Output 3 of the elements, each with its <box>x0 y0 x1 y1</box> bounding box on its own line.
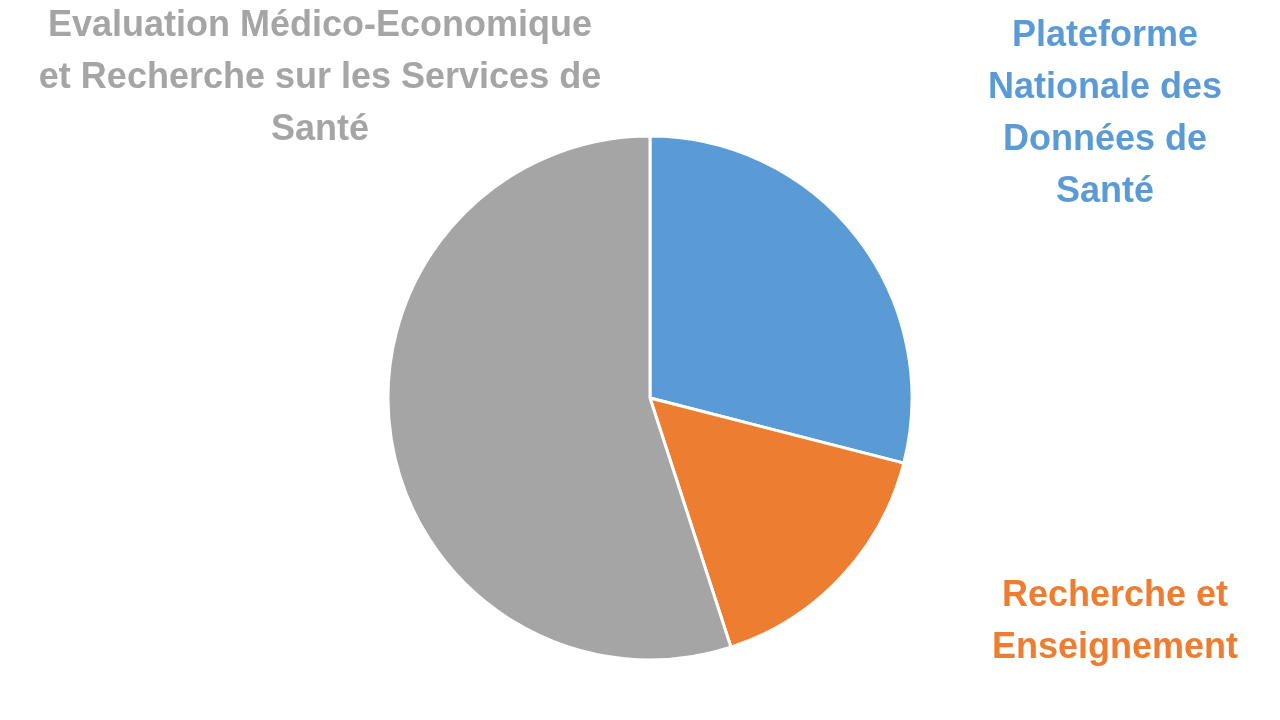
slice-label: Evaluation Médico-Economique et Recherche sur les Services de Santé <box>38 3 602 148</box>
slice-label: Recherche et Enseignement <box>991 573 1239 666</box>
slice-label: Plateforme Nationale des Données de Santé <box>987 13 1223 210</box>
